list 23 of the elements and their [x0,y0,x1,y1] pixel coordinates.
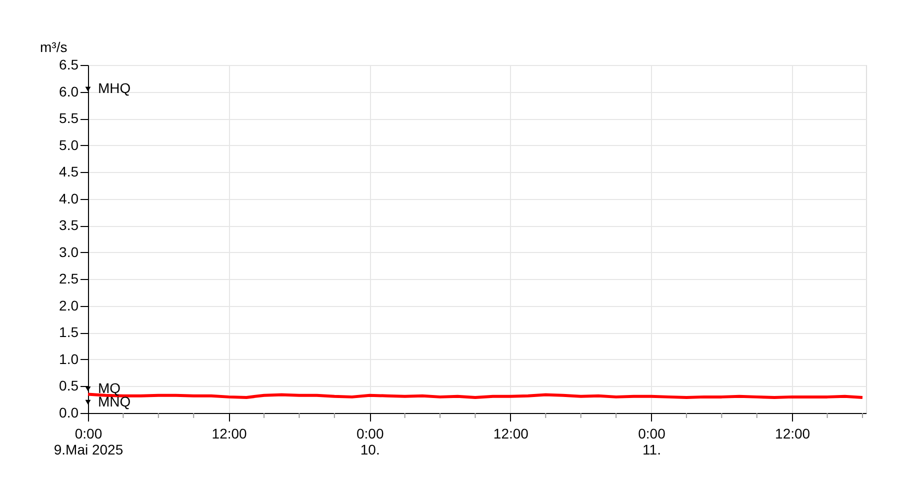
y-axis-title: m³/s [40,39,68,55]
y-tick-label: 6.0 [59,83,79,100]
annotation: MQ [98,380,121,396]
y-tick-label: 3.0 [59,244,79,260]
y-tick-label: 1.5 [59,324,79,340]
y-tick-label: 4.0 [59,190,79,206]
y-tick-label: 5.5 [59,110,79,126]
y-tick-label: 2.5 [59,270,79,287]
y-tick-label: 0.0 [59,404,79,420]
y-tick-label: 5.0 [59,136,79,153]
y-tick-label: 4.5 [59,164,79,180]
annotation: MHQ [98,80,131,96]
y-tick-label: 0.5 [59,378,79,394]
y-tick-label: 3.5 [59,217,79,234]
x-tick-label: 12:00 [212,426,248,442]
x-tick-label: 0:00 11. [638,426,666,458]
y-tick-label: 2.0 [59,297,79,314]
y-tick-label: 6.5 [59,56,79,72]
y-tick-label: 1.0 [59,350,79,367]
x-tick-label: 12:00 [493,426,529,442]
x-tick-label: 0:00 10. [356,426,384,458]
x-tick-label: 0:00 9.Mai 2025 [54,426,124,458]
x-tick-label: 12:00 [775,426,810,442]
